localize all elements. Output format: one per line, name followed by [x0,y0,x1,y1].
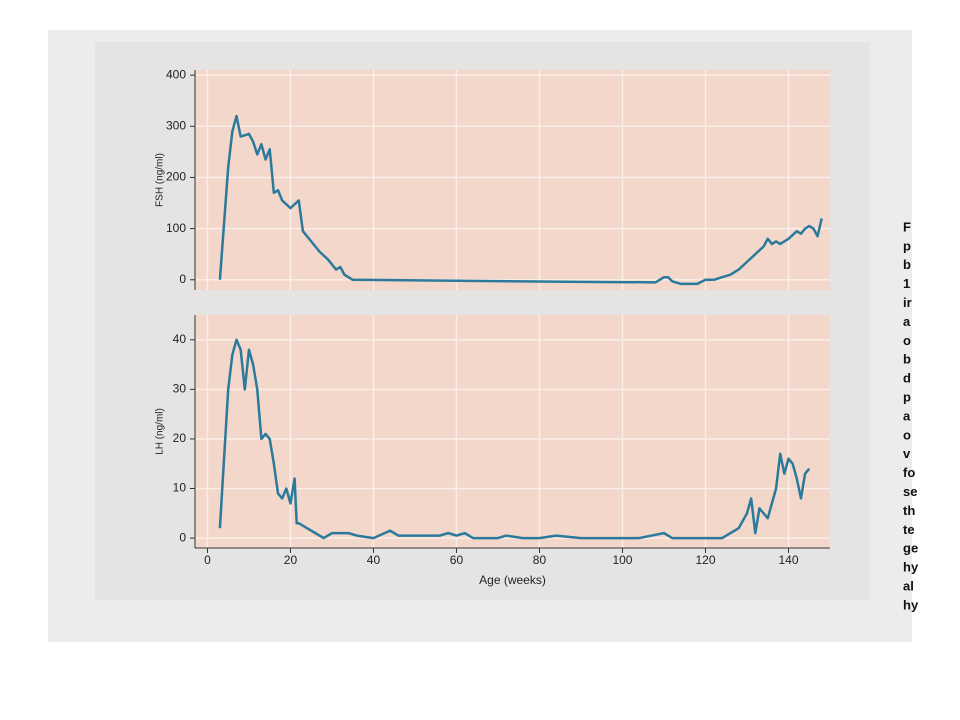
side-text: te [903,522,915,537]
side-text: p [903,390,911,405]
x-tick-label: 0 [204,553,211,567]
side-text: fo [903,465,915,480]
side-text: b [903,257,911,272]
side-text: ge [903,541,918,556]
side-text: a [903,314,911,329]
side-text: a [903,408,911,423]
side-text: ir [903,295,912,310]
side-text: p [903,238,911,253]
plot-area [195,315,830,548]
y-tick-label: 300 [166,118,186,132]
y-tick-label: 20 [173,431,187,445]
side-text: hy [903,597,919,612]
side-text: v [903,446,911,461]
side-text: th [903,503,915,518]
y-axis-label: FSH (ng/ml) [155,153,166,207]
x-tick-label: 20 [284,553,298,567]
side-text: F [903,219,911,234]
side-text: 1 [903,276,910,291]
x-tick-label: 120 [695,553,715,567]
data-line [218,114,823,286]
x-axis-label: Age (weeks) [479,573,546,587]
side-text: o [903,427,911,442]
y-tick-label: 100 [166,221,186,235]
y-tick-label: 0 [179,530,186,544]
x-tick-label: 80 [533,553,547,567]
y-axis-label: LH (ng/ml) [155,408,166,455]
side-text: al [903,579,914,594]
y-tick-label: 400 [166,67,186,81]
x-tick-label: 100 [612,553,632,567]
plot-area [195,70,830,290]
x-tick-label: 40 [367,553,381,567]
y-tick-label: 200 [166,170,186,184]
y-tick-label: 30 [173,382,187,396]
side-text: se [903,484,917,499]
data-line [218,338,811,540]
y-tick-label: 10 [173,481,187,495]
side-text: d [903,371,911,386]
x-tick-label: 140 [778,553,798,567]
side-text: b [903,352,911,367]
y-tick-label: 40 [173,332,187,346]
side-text: o [903,333,911,348]
y-tick-label: 0 [179,272,186,286]
side-text: hy [903,560,919,575]
x-tick-label: 60 [450,553,464,567]
